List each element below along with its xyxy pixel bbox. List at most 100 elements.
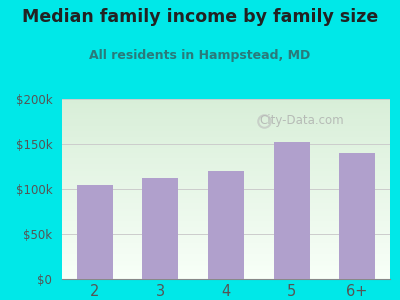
Bar: [62, 207, 390, 209]
Bar: [62, 230, 390, 232]
Bar: [62, 257, 390, 259]
Bar: [62, 223, 390, 225]
Bar: [62, 198, 390, 200]
Bar: [62, 160, 390, 162]
Bar: [62, 194, 390, 196]
Bar: [62, 247, 390, 248]
Bar: [62, 103, 390, 104]
Bar: [62, 133, 390, 135]
Bar: [62, 252, 390, 254]
Bar: [62, 193, 390, 194]
Bar: [62, 265, 390, 266]
Bar: [62, 232, 390, 234]
Bar: [62, 243, 390, 245]
Text: Median family income by family size: Median family income by family size: [22, 8, 378, 26]
Bar: [62, 140, 390, 142]
Bar: [62, 248, 390, 250]
Bar: [62, 176, 390, 178]
Bar: [62, 211, 390, 212]
Bar: [62, 241, 390, 243]
Bar: [142, 178, 178, 279]
Bar: [62, 153, 390, 155]
Bar: [62, 270, 390, 272]
Bar: [62, 173, 390, 175]
Bar: [62, 225, 390, 227]
Bar: [62, 259, 390, 261]
Bar: [62, 238, 390, 239]
Bar: [62, 234, 390, 236]
Text: All residents in Hampstead, MD: All residents in Hampstead, MD: [89, 50, 311, 62]
Bar: [62, 214, 390, 216]
Bar: [62, 227, 390, 229]
Bar: [62, 151, 390, 153]
Bar: [274, 142, 310, 279]
Bar: [62, 182, 390, 184]
Bar: [62, 166, 390, 167]
Bar: [62, 275, 390, 277]
Bar: [62, 229, 390, 230]
Bar: [62, 191, 390, 193]
Bar: [62, 119, 390, 121]
Bar: [62, 137, 390, 139]
Bar: [62, 146, 390, 148]
Bar: [62, 184, 390, 185]
Bar: [62, 175, 390, 176]
Bar: [62, 202, 390, 203]
Bar: [62, 164, 390, 166]
Bar: [62, 261, 390, 263]
Bar: [62, 268, 390, 270]
Bar: [62, 277, 390, 279]
Bar: [62, 216, 390, 218]
Bar: [62, 115, 390, 117]
Bar: [62, 135, 390, 137]
Bar: [62, 144, 390, 146]
Bar: [62, 196, 390, 198]
Bar: [62, 131, 390, 133]
Bar: [62, 121, 390, 122]
Bar: [62, 112, 390, 113]
Bar: [62, 108, 390, 110]
Bar: [62, 245, 390, 247]
Bar: [62, 124, 390, 126]
Bar: [62, 209, 390, 211]
Bar: [62, 113, 390, 115]
Bar: [208, 171, 244, 279]
Bar: [77, 184, 113, 279]
Bar: [62, 239, 390, 241]
Bar: [62, 187, 390, 189]
Bar: [62, 126, 390, 128]
Bar: [62, 99, 390, 101]
Bar: [62, 158, 390, 160]
Text: City-Data.com: City-Data.com: [259, 114, 344, 127]
Bar: [62, 189, 390, 191]
Bar: [62, 149, 390, 151]
Bar: [62, 142, 390, 144]
Bar: [62, 157, 390, 158]
Bar: [62, 263, 390, 265]
Bar: [62, 128, 390, 130]
Bar: [62, 274, 390, 275]
Bar: [62, 139, 390, 140]
Bar: [62, 110, 390, 112]
Bar: [62, 148, 390, 149]
Bar: [62, 104, 390, 106]
Bar: [62, 169, 390, 171]
Bar: [62, 250, 390, 252]
Bar: [339, 153, 375, 279]
Bar: [62, 218, 390, 220]
Bar: [62, 272, 390, 274]
Bar: [62, 167, 390, 169]
Bar: [62, 266, 390, 268]
Bar: [62, 221, 390, 223]
Bar: [62, 180, 390, 182]
Bar: [62, 256, 390, 257]
Bar: [62, 185, 390, 187]
Bar: [62, 117, 390, 119]
Bar: [62, 122, 390, 124]
Bar: [62, 106, 390, 108]
Bar: [62, 171, 390, 173]
Bar: [62, 178, 390, 180]
Bar: [62, 212, 390, 214]
Bar: [62, 162, 390, 164]
Bar: [62, 236, 390, 238]
